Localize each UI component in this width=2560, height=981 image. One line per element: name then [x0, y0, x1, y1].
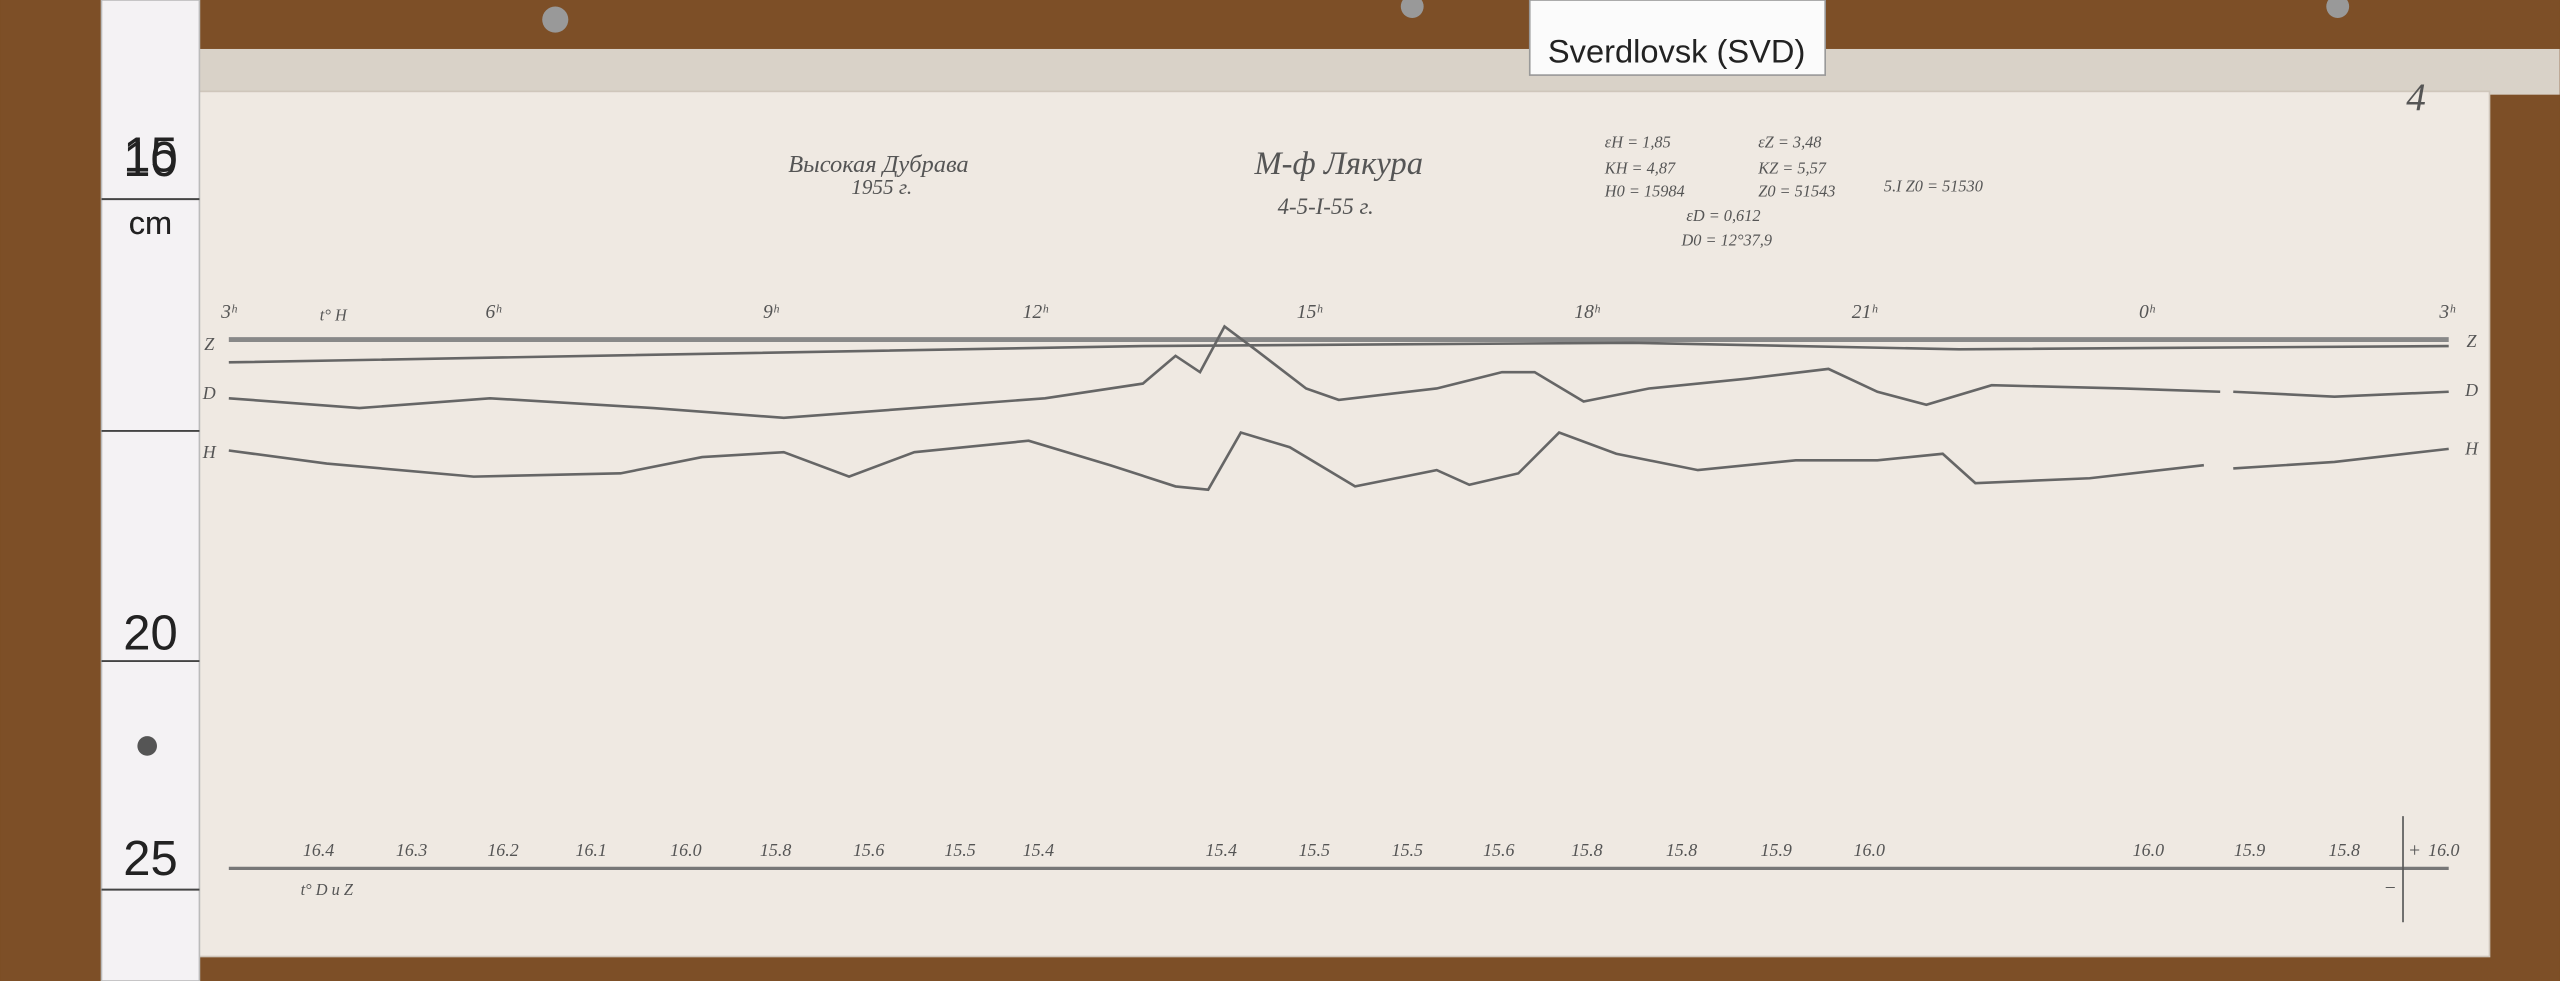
temperature: 16.0 [2428, 840, 2459, 860]
temperature-label: t° D и Z [301, 880, 354, 899]
page-number: 4 [2406, 76, 2426, 119]
tag-label: Sverdlovsk (SVD) [1548, 32, 1805, 69]
trace-label: D [2464, 380, 2478, 400]
constant: εH = 1,85 [1605, 132, 1671, 151]
hour-label: 0ʰ [2139, 302, 2156, 323]
constant: 5.I Z0 = 51530 [1884, 176, 1983, 195]
ruler-label: 15 [123, 128, 177, 182]
ruler-label: 25 [123, 832, 177, 886]
temperature: 15.4 [1206, 840, 1237, 860]
constant: Z0 = 51543 [1758, 181, 1835, 200]
date: 4-5-I-55 г. [1278, 194, 1374, 219]
temperature: 16.2 [487, 840, 518, 860]
constant: KZ = 5,57 [1757, 159, 1827, 178]
paper [195, 90, 2491, 958]
hour-label: 12ʰ [1023, 302, 1050, 323]
station: Высокая Дубрава [788, 151, 968, 178]
temperature: 15.5 [944, 840, 975, 860]
ruler-label: 20 [123, 607, 177, 661]
temperature: 15.4 [1023, 840, 1054, 860]
temperature: 15.9 [2234, 840, 2265, 860]
trace-label: H [202, 442, 217, 462]
screw [2326, 0, 2350, 18]
trace-label: Z [2467, 331, 2478, 351]
ruler-label: 10 [123, 133, 177, 187]
hour-label: 21ʰ [1852, 302, 1879, 323]
z-trace [228, 341, 2449, 364]
h-trace [228, 431, 2449, 492]
constant: εD = 0,612 [1686, 206, 1760, 225]
trace-label: D [202, 383, 216, 403]
d-trace [228, 324, 2449, 420]
temperature: 15.6 [853, 840, 884, 860]
hour-label: 6ʰ [486, 302, 503, 323]
hour-label: 3ʰ [220, 302, 238, 323]
hour-label: 15ʰ [1297, 302, 1324, 323]
constant: εZ = 3,48 [1758, 132, 1821, 151]
constant: D0 = 12°37,9 [1681, 230, 1772, 249]
temperature: 15.9 [1761, 840, 1792, 860]
temperature: 16.0 [670, 840, 701, 860]
temperature: 15.8 [1666, 840, 1697, 860]
temperature: 16.1 [575, 840, 606, 860]
temperature-label: t° H [320, 305, 348, 324]
temperature: 16.0 [1854, 840, 1885, 860]
ruler-label: cm [129, 204, 173, 241]
temperature: 16.0 [2133, 840, 2164, 860]
hour-label: 9ʰ [763, 302, 780, 323]
ruler-hole [137, 736, 157, 756]
scale-sign: + [2408, 841, 2421, 862]
temperature: 15.5 [1299, 840, 1330, 860]
temperature: 15.8 [2329, 840, 2360, 860]
constant: KH = 4,87 [1604, 159, 1676, 178]
hour-label: 18ʰ [1574, 302, 1601, 323]
top-strip [192, 48, 2560, 95]
screw [1400, 0, 1424, 18]
year: 1955 г. [851, 175, 912, 199]
temperature: 15.8 [1571, 840, 1602, 860]
hour-label: 3ʰ [2438, 302, 2456, 323]
scale-sign: − [2383, 878, 2396, 899]
ruler-label: cm [129, 204, 173, 241]
temperature: 15.5 [1392, 840, 1423, 860]
ruler-ticks [101, 198, 200, 891]
trace-label: Z [204, 334, 215, 354]
traces [228, 324, 2449, 492]
trace-label: H [2464, 439, 2479, 459]
temperature: 15.6 [1483, 840, 1514, 860]
temperature: 15.8 [760, 840, 791, 860]
tag [1528, 0, 1826, 76]
temperature: 16.4 [303, 840, 334, 860]
ruler [100, 0, 201, 981]
temperature: 16.3 [396, 840, 427, 860]
constant: H0 = 15984 [1604, 181, 1685, 200]
instrument: М-ф Лякура [1253, 146, 1423, 182]
screw [542, 6, 569, 33]
